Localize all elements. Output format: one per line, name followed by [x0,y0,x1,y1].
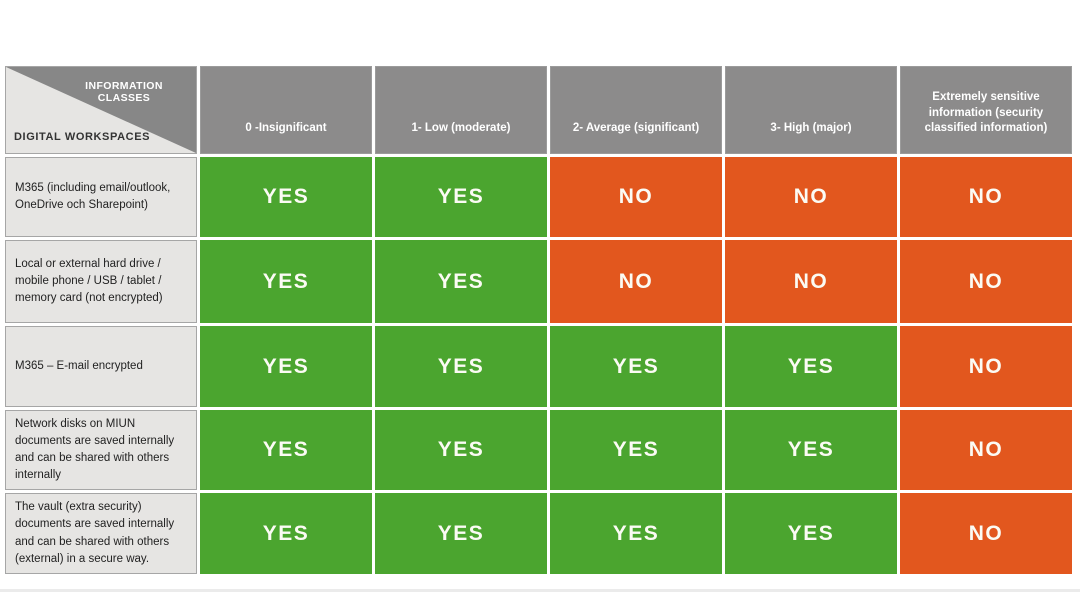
matrix-cell: YES [200,326,372,407]
matrix-cell: NO [725,240,897,323]
column-header-insignificant: 0 -Insignificant [200,66,372,154]
matrix-cell: NO [550,240,722,323]
matrix-cell: NO [900,410,1072,490]
matrix-cell: YES [375,157,547,237]
row-label-network-disks: Network disks on MIUN documents are save… [5,410,197,490]
matrix-cell: YES [375,493,547,574]
matrix-cell: YES [550,326,722,407]
corner-bottom-label: DIGITAL WORKSPACES [14,131,151,143]
decision-matrix-table: INFORMATION CLASSES DIGITAL WORKSPACES 0… [5,66,1072,574]
column-header-high: 3- High (major) [725,66,897,154]
matrix-cell: YES [725,326,897,407]
matrix-cell: YES [375,326,547,407]
row-label-vault: The vault (extra security) documents are… [5,493,197,574]
matrix-cell: NO [550,157,722,237]
row-label-m365: M365 (including email/outlook, OneDrive … [5,157,197,237]
matrix-cell: NO [900,326,1072,407]
row-label-local-drive: Local or external hard drive / mobile ph… [5,240,197,323]
matrix-cell: NO [900,240,1072,323]
matrix-cell: YES [200,493,372,574]
matrix-cell: YES [375,410,547,490]
corner-top-label: INFORMATION CLASSES [85,80,163,104]
column-header-extremely-sensitive: Extremely sensitive information (securit… [900,66,1072,154]
matrix-cell: YES [725,493,897,574]
matrix-cell: YES [200,410,372,490]
matrix-cell: YES [725,410,897,490]
corner-cell: INFORMATION CLASSES DIGITAL WORKSPACES [5,66,197,154]
matrix-cell: YES [375,240,547,323]
matrix-cell: NO [900,493,1072,574]
bottom-divider [0,589,1080,592]
matrix-cell: YES [550,410,722,490]
matrix-cell: NO [900,157,1072,237]
column-header-low: 1- Low (moderate) [375,66,547,154]
matrix-cell: YES [200,157,372,237]
row-label-m365-encrypted: M365 – E-mail encrypted [5,326,197,407]
matrix-cell: YES [200,240,372,323]
matrix-cell: NO [725,157,897,237]
column-header-average: 2- Average (significant) [550,66,722,154]
matrix-cell: YES [550,493,722,574]
